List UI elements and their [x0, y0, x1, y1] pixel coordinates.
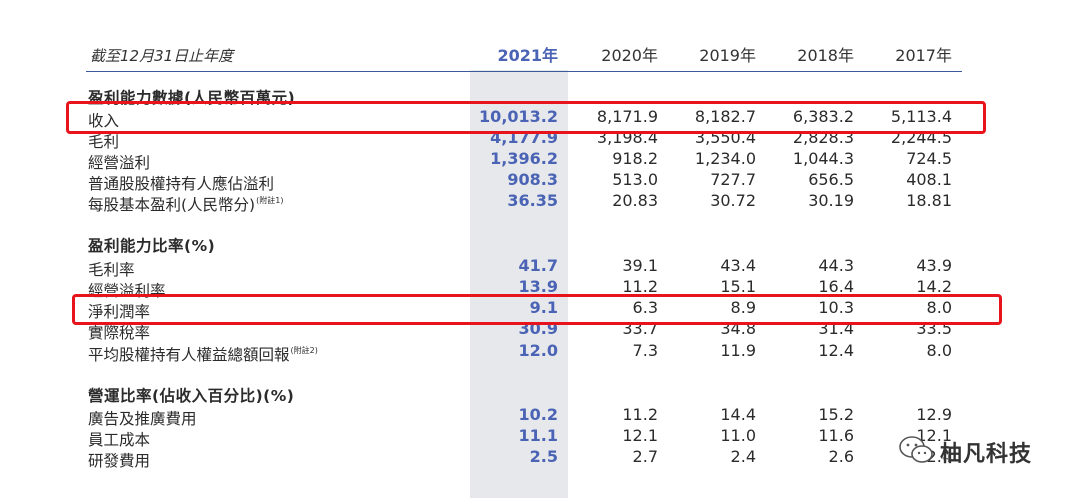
- cell-2018: 30.19: [808, 191, 854, 210]
- section-title-operating-ratios: 營運比率(佔收入百分比)(%): [88, 387, 295, 405]
- row-label: 研發費用: [88, 452, 151, 470]
- cell-2020: 2.7: [632, 447, 658, 466]
- row-label: 毛利率: [88, 261, 135, 279]
- cell-2018: 2.6: [828, 447, 854, 466]
- cell-2017: 8.0: [926, 341, 952, 360]
- row-label: 實際稅率: [88, 324, 151, 342]
- cell-2021: 41.7: [518, 256, 558, 275]
- cell-2021: 12.0: [518, 341, 558, 360]
- cell-2018: 44.3: [818, 256, 854, 275]
- cell-2017: 8.0: [926, 298, 952, 317]
- cell-2018: 6,383.2: [792, 107, 854, 126]
- cell-2017: 43.9: [916, 256, 952, 275]
- cell-2020: 11.2: [622, 405, 658, 424]
- table-row-revenue: 收入 10,013.2 8,171.9 8,182.7 6,383.2 5,11…: [0, 107, 1080, 130]
- header-year-2018: 2018年: [797, 46, 854, 65]
- row-label: 每股基本盈利(人民幣分)(附註1): [88, 196, 284, 214]
- highlight-column-2021: [470, 70, 568, 498]
- cell-2017: 724.5: [906, 149, 952, 168]
- cell-2018: 1,044.3: [792, 149, 854, 168]
- cell-2020: 918.2: [612, 149, 658, 168]
- cell-2019: 1,234.0: [694, 149, 756, 168]
- table-row-net-margin: 淨利潤率 9.1 6.3 8.9 10.3 8.0: [0, 298, 1080, 321]
- section-title-profit-ratios: 盈利能力比率(%): [88, 237, 216, 255]
- table-row-rnd: 研發費用 2.5 2.7 2.4 2.6 2.4: [0, 447, 1080, 470]
- wechat-icon: [898, 435, 934, 469]
- red-highlight-box-revenue: [66, 101, 986, 134]
- header-year-2020: 2020年: [601, 46, 658, 65]
- cell-2017: 2.4: [926, 447, 952, 466]
- watermark-text: 柚凡科技: [940, 442, 1033, 467]
- cell-2020: 7.3: [632, 341, 658, 360]
- cell-2017: 408.1: [906, 170, 952, 189]
- cell-2017: 18.81: [906, 191, 952, 210]
- cell-2019: 11.9: [720, 341, 756, 360]
- header-year-2019: 2019年: [699, 46, 756, 65]
- table-row-advertising: 廣告及推廣費用 10.2 11.2 14.4 15.2 12.9: [0, 405, 1080, 428]
- cell-2020: 39.1: [622, 256, 658, 275]
- cell-2019: 727.7: [710, 170, 756, 189]
- cell-2019: 2.4: [730, 447, 756, 466]
- row-label: 普通股股權持有人應佔溢利: [88, 175, 275, 193]
- cell-2020: 12.1: [622, 426, 658, 445]
- table-row-return-on-equity: 平均股權持有人權益總額回報(附註2) 12.0 7.3 11.9 12.4 8.…: [0, 341, 1080, 364]
- cell-2020: 20.83: [612, 191, 658, 210]
- cell-2021: 1,396.2: [490, 149, 558, 168]
- cell-2019: 8,182.7: [694, 107, 756, 126]
- cell-2021: 10,013.2: [479, 107, 558, 126]
- cell-2020: 8,171.9: [596, 107, 658, 126]
- cell-2019: 8.9: [730, 298, 756, 317]
- watermark: 柚凡科技: [898, 432, 1032, 472]
- table-row-operating-profit: 經營溢利 1,396.2 918.2 1,234.0 1,044.3 724.5: [0, 149, 1080, 172]
- row-label: 淨利潤率: [88, 303, 151, 321]
- row-label: 平均股權持有人權益總額回報(附註2): [88, 346, 318, 364]
- cell-2018: 12.4: [818, 341, 854, 360]
- table-row-operating-margin: 經營溢利率 13.9 11.2 15.1 16.4 14.2: [0, 277, 1080, 300]
- cell-2021: 2.5: [529, 447, 558, 466]
- cell-2020: 513.0: [612, 170, 658, 189]
- table-row-profit-attributable: 普通股股權持有人應佔溢利 908.3 513.0 727.7 656.5 408…: [0, 170, 1080, 193]
- cell-2020: 6.3: [632, 298, 658, 317]
- cell-2019: 15.1: [720, 277, 756, 296]
- cell-2021: 13.9: [518, 277, 558, 296]
- cell-2019: 14.4: [720, 405, 756, 424]
- table-row-basic-eps: 每股基本盈利(人民幣分)(附註1) 36.35 20.83 30.72 30.1…: [0, 191, 1080, 214]
- header-year-2017: 2017年: [895, 46, 952, 65]
- cell-2017: 12.9: [916, 405, 952, 424]
- row-label: 員工成本: [88, 431, 151, 449]
- cell-2018: 15.2: [818, 405, 854, 424]
- cell-2019: 11.0: [720, 426, 756, 445]
- cell-2018: 16.4: [818, 277, 854, 296]
- cell-2018: 656.5: [808, 170, 854, 189]
- cell-2017: 5,113.4: [890, 107, 952, 126]
- cell-2021: 36.35: [507, 191, 558, 210]
- row-label: 收入: [88, 112, 120, 130]
- cell-2021: 11.1: [518, 426, 558, 445]
- cell-2018: 11.6: [818, 426, 854, 445]
- table-row-staff-cost: 員工成本 11.1 12.1 11.0 11.6 12.1: [0, 426, 1080, 449]
- cell-2017: 14.2: [916, 277, 952, 296]
- row-label: 毛利: [88, 133, 120, 151]
- cell-2019: 30.72: [710, 191, 756, 210]
- cell-2019: 43.4: [720, 256, 756, 275]
- row-label: 經營溢利: [88, 154, 151, 172]
- cell-2018: 10.3: [818, 298, 854, 317]
- header-year-2021: 2021年: [497, 46, 558, 65]
- cell-2020: 11.2: [622, 277, 658, 296]
- header-label: 截至12月31日止年度: [90, 47, 234, 65]
- red-highlight-box-net-margin: [72, 294, 1002, 325]
- table-row-gross-margin: 毛利率 41.7 39.1 43.4 44.3 43.9: [0, 256, 1080, 279]
- cell-2017: 12.1: [916, 426, 952, 445]
- cell-2021: 9.1: [529, 298, 558, 317]
- cell-2021: 908.3: [507, 170, 558, 189]
- cell-2021: 10.2: [518, 405, 558, 424]
- row-label: 廣告及推廣費用: [88, 410, 197, 428]
- header-rule: [86, 71, 962, 72]
